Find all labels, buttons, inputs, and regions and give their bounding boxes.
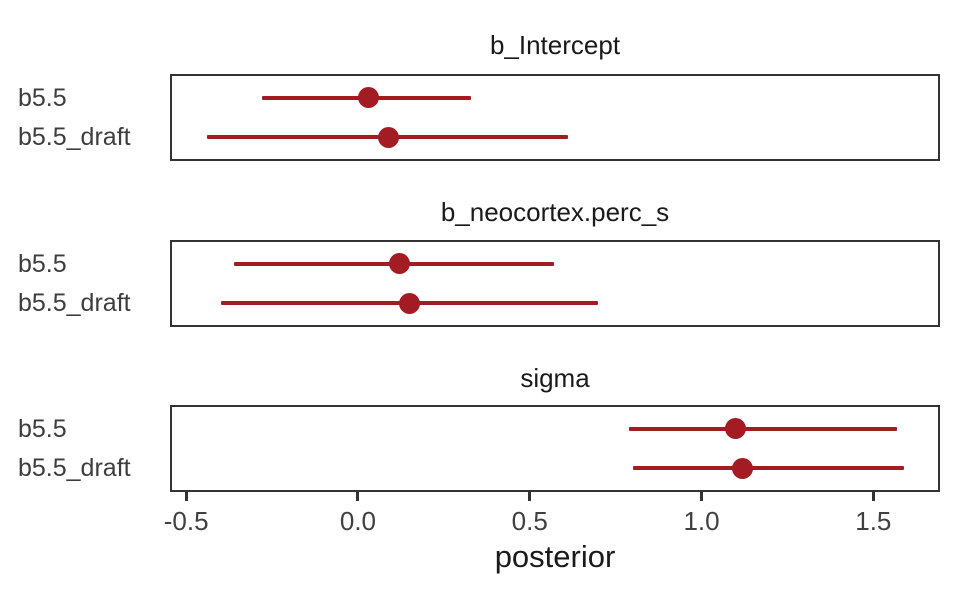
y-axis-label: b5.5 [18, 414, 67, 443]
x-axis-tick-label: 0.5 [511, 506, 548, 536]
facet-panel [170, 405, 940, 492]
x-axis-tick-label: 0.0 [339, 506, 377, 536]
x-axis-title: posterior [494, 539, 616, 574]
y-axis-label: b5.5 [18, 249, 67, 278]
x-axis-tick [528, 492, 532, 501]
x-axis-tick [184, 492, 188, 501]
facet-title: sigma [520, 363, 590, 393]
x-axis-tick [871, 492, 875, 501]
point-estimate [357, 87, 379, 109]
x-axis-tick-label: 1.5 [855, 506, 892, 536]
facet-panel [170, 74, 940, 161]
point-estimate [398, 292, 420, 314]
facet-title: b_Intercept [489, 30, 621, 60]
x-axis-tick-label: -0.5 [163, 506, 209, 536]
credible-interval-line [629, 426, 898, 431]
y-axis-label: b5.5 [18, 83, 67, 112]
facet-panel [170, 240, 940, 327]
point-estimate [725, 418, 747, 440]
point-estimate [732, 457, 754, 479]
y-axis-label: b5.5_draft [18, 454, 131, 483]
y-axis-label: b5.5_draft [18, 123, 131, 152]
x-axis-tick [356, 492, 360, 501]
point-estimate [388, 253, 410, 275]
x-axis-tick [700, 492, 704, 501]
point-estimate [378, 126, 400, 148]
facet-title: b_neocortex.perc_s [440, 197, 670, 227]
x-axis-tick-label: 1.0 [683, 506, 720, 536]
credible-interval-line [632, 466, 905, 471]
y-axis-label: b5.5_draft [18, 289, 131, 318]
